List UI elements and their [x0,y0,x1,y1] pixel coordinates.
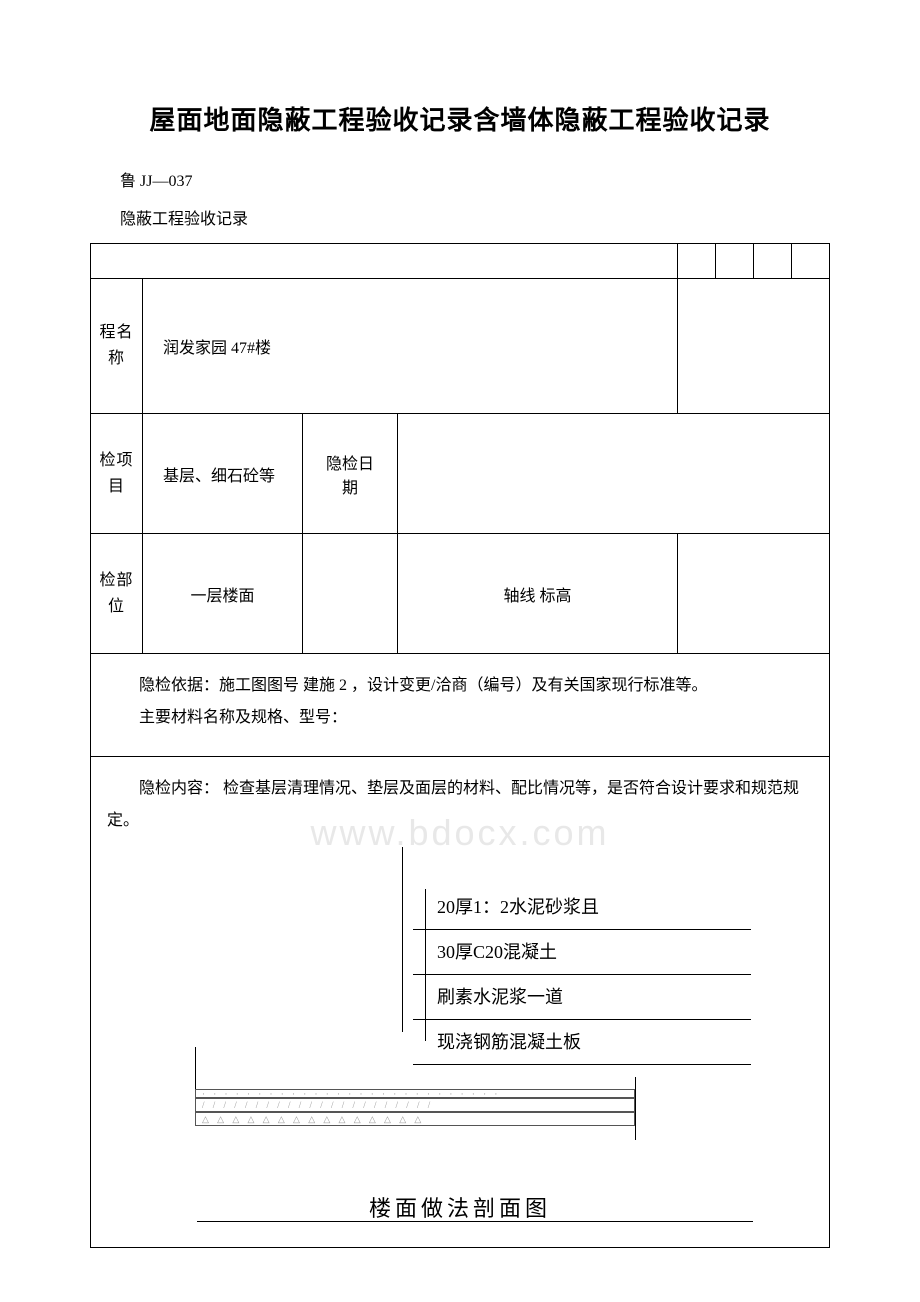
layer-label-4: 现浇钢筋混凝土板 [413,1020,751,1065]
layer-label-1: 20厚1：2水泥砂浆且 [413,885,751,930]
section-layer-3: △ △ △ △ △ △ △ △ △ △ △ △ △ △ △ [195,1112,635,1126]
tick-left [195,1047,196,1092]
inspection-form-table: 程名称 润发家园 47#楼 检项目 基层、细石砼等 隐检日期 检部位 一层楼面 … [90,243,830,1248]
inspection-location-label: 检部位 [91,534,143,654]
basis-line2: 主要材料名称及规格、型号： [107,702,813,734]
header-row [91,244,830,279]
layer-labels-group: 20厚1：2水泥砂浆且 30厚C20混凝土 刷素水泥浆一道 现浇钢筋混凝土板 [413,885,751,1065]
watermark-text: www.bdocx.com [310,797,609,869]
inspection-item-row: 检项目 基层、细石砼等 隐检日期 [91,414,830,534]
diagram-caption: 楼面做法剖面图 [107,1187,813,1231]
content-row: 隐检内容： 检查基层清理情况、垫层及面层的材料、配比情况等，是否符合设计要求和规… [91,757,830,1248]
tick-right [635,1077,636,1140]
section-diagram: www.bdocx.com 20厚1：2水泥砂浆且 30厚C20混凝土 刷素水泥… [107,837,813,1247]
document-subtitle: 隐蔽工程验收记录 [120,205,830,229]
project-name-label: 程名称 [91,279,143,414]
inspection-location-value: 一层楼面 [143,534,303,654]
inspection-date-label: 隐检日期 [303,414,398,534]
inspection-location-row: 检部位 一层楼面 轴线 标高 [91,534,830,654]
basis-line1: 隐检依据：施工图图号 建施 2 ，设计变更/洽商（编号）及有关国家现行标准等。 [107,670,813,702]
diagram-caption-underline [197,1221,753,1222]
project-name-value: 润发家园 47#楼 [143,279,678,414]
section-layer-2: / / / / / / / / / / / / / / / / / / / / … [195,1098,635,1112]
document-code: 鲁 JJ—037 [120,167,830,191]
section-layer-1: · · · · · · · · · · · · · · · · · · · · … [195,1089,635,1098]
layer-label-2: 30厚C20混凝土 [413,930,751,975]
basis-row: 隐检依据：施工图图号 建施 2 ，设计变更/洽商（编号）及有关国家现行标准等。 … [91,654,830,757]
layer-label-3: 刷素水泥浆一道 [413,975,751,1020]
inspection-item-value: 基层、细石砼等 [143,414,303,534]
leader-line-1 [402,847,403,1032]
inspection-item-label: 检项目 [91,414,143,534]
project-name-row: 程名称 润发家园 47#楼 [91,279,830,414]
document-title: 屋面地面隐蔽工程验收记录含墙体隐蔽工程验收记录 [90,100,830,137]
section-view: · · · · · · · · · · · · · · · · · · · · … [195,1089,635,1126]
axis-elevation-label: 轴线 标高 [398,534,678,654]
